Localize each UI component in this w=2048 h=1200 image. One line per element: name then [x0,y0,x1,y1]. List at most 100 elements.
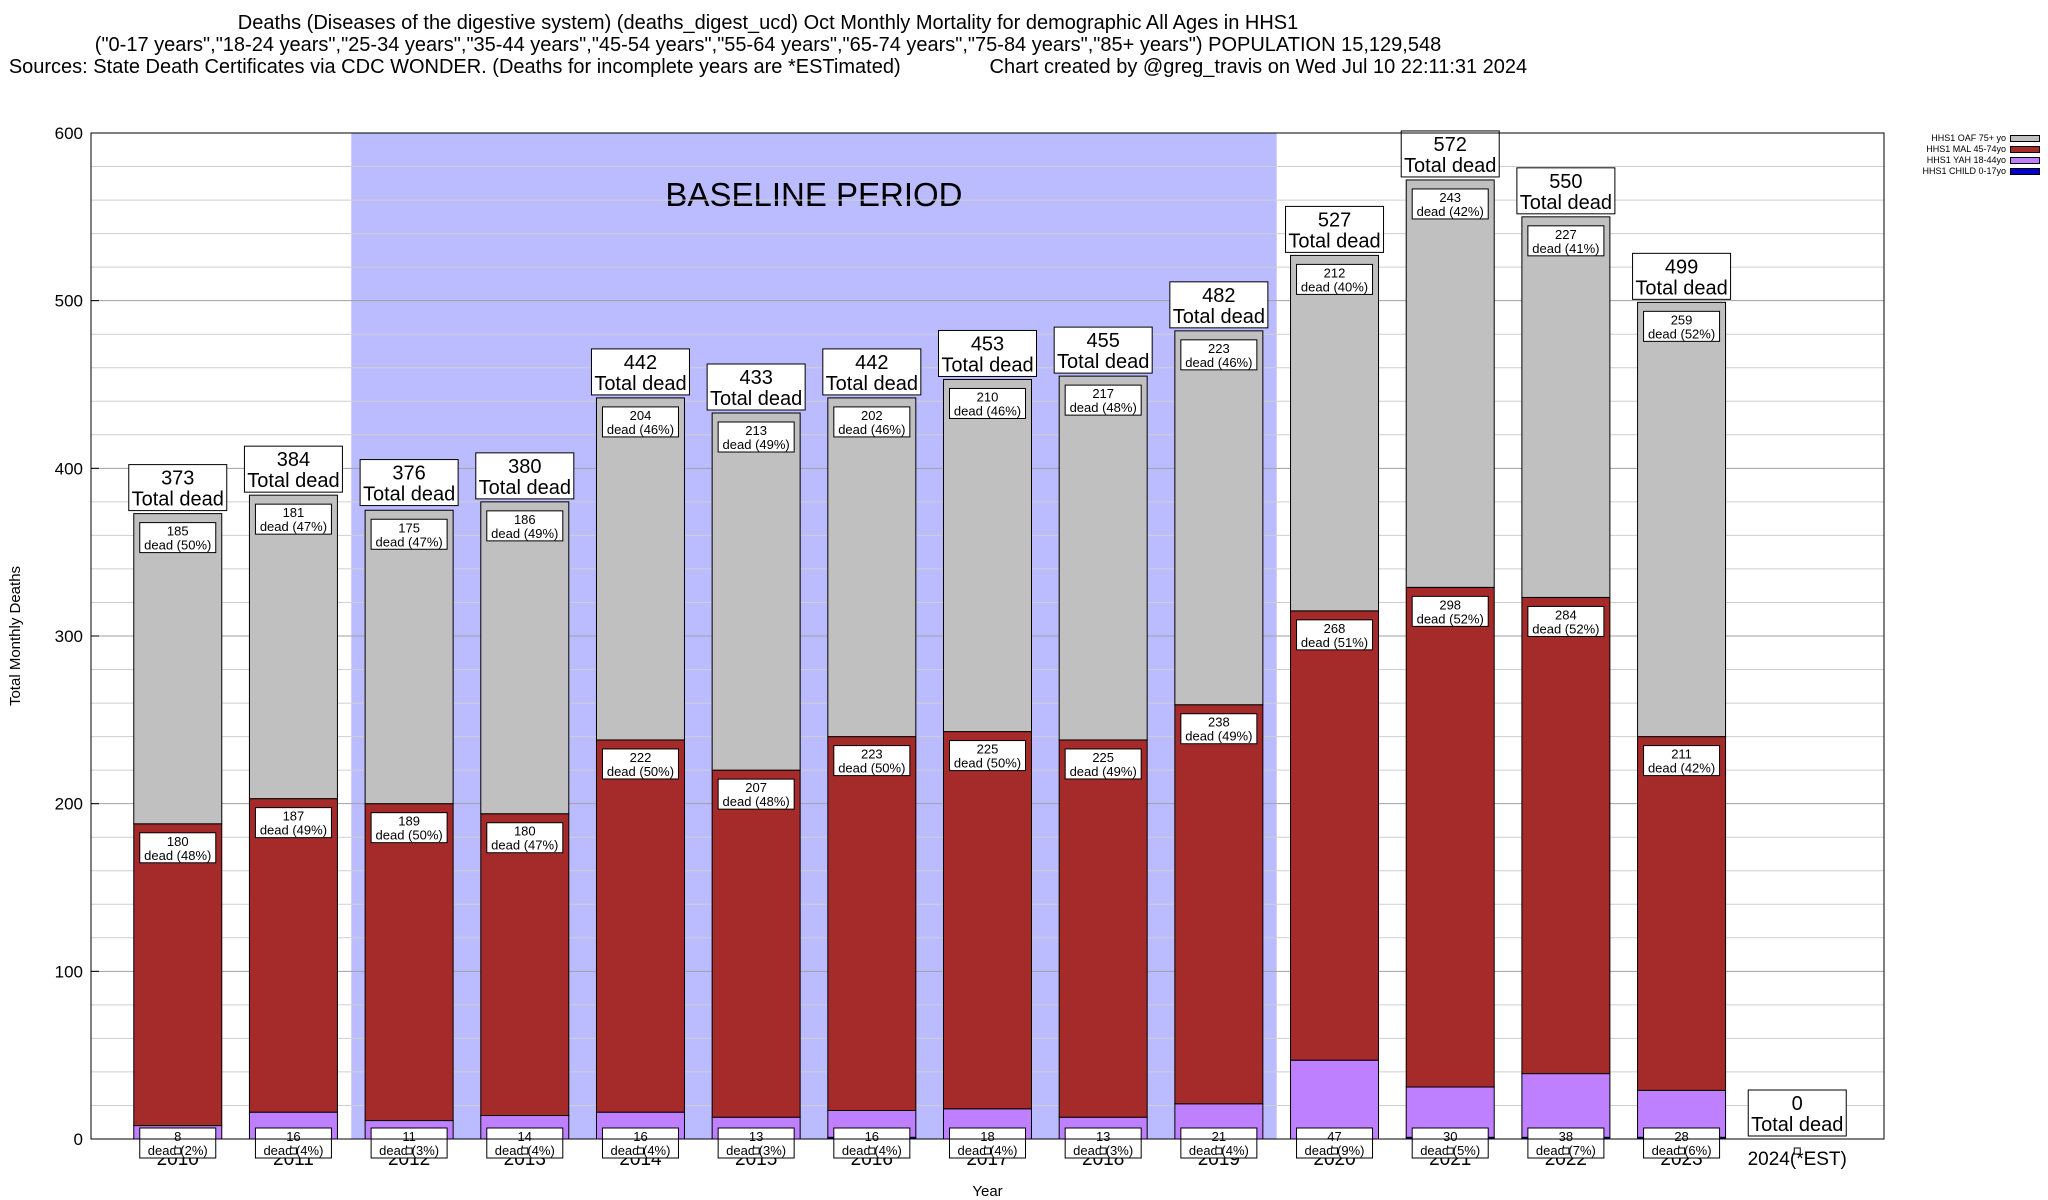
bar-segment-oaf [248,494,338,800]
segment-label-mal-value: 225 [977,742,999,757]
total-box [128,464,228,512]
segment-label-oaf-box [1527,225,1605,257]
total-box [1400,130,1500,178]
x-axis-marker [521,1147,529,1155]
segment-label-mal-value: 180 [514,824,536,839]
segment-label-yah-value: 38 [1559,1129,1573,1144]
total-value: 499 [1665,256,1698,278]
total-value: 384 [277,449,310,471]
segment-label-mal-pct: dead (50%) [607,764,674,779]
segment-label-mal-pct: dead (42%) [1648,761,1715,776]
plot-border [90,132,1885,1140]
y-axis-title: Total Monthly Deaths [7,566,24,706]
x-axis-marker [174,1147,182,1155]
segment-label-oaf-value: 227 [1555,227,1577,242]
bar-segment-oaf [1405,179,1495,588]
bar-segment-mal [1058,739,1148,1118]
segment-label-mal-value: 187 [283,809,305,824]
x-axis-marker [752,1147,760,1155]
total-label: Total dead [594,373,686,395]
total-label: Total dead [132,489,224,511]
bar-segment-oaf [943,378,1032,733]
bar-segment-mal [364,803,454,1122]
x-axis-marker [1446,1147,1454,1155]
bar-segment-oaf [1290,254,1380,612]
segment-label-oaf-pct: dead (48%) [1070,400,1137,415]
total-value: 453 [971,333,1004,355]
total-box [590,348,690,396]
segment-label-mal-value: 268 [1324,621,1346,636]
segment-label-oaf-value: 259 [1671,312,1693,327]
segment-label-yah-value: 8 [174,1129,181,1144]
total-label: Total dead [1751,1114,1843,1136]
total-box [1053,326,1153,374]
segment-label-mal-value: 238 [1208,715,1230,730]
segment-label-mal-pct: dead (50%) [838,761,905,776]
segment-label-oaf-value: 212 [1324,265,1346,280]
segment-label-mal-pct: dead (52%) [1532,621,1599,636]
segment-label-oaf-pct: dead (50%) [144,538,211,553]
x-axis-marker [1215,1147,1223,1155]
total-value: 550 [1549,171,1582,193]
segment-label-oaf-value: 223 [1208,341,1230,356]
legend-swatch-oaf [2010,135,2040,142]
segment-label-oaf-box [1411,188,1489,220]
x-axis-marker [289,1147,297,1155]
segment-label-oaf-value: 185 [167,524,189,539]
y-tick-label: 600 [55,124,83,143]
y-tick-label: 400 [55,459,83,478]
segment-label-yah-value: 21 [1212,1129,1226,1144]
segment-label-yah-value: 18 [980,1129,994,1144]
segment-label-mal-value: 189 [398,814,420,829]
x-axis-marker [868,1147,876,1155]
title-line-2: ("0-17 years","18-24 years","25-34 years… [94,34,1442,56]
total-label: Total dead [941,354,1033,376]
segment-label-oaf-box [601,406,679,438]
segment-label-mal-value: 180 [167,834,189,849]
segment-label-yah-value: 30 [1443,1129,1457,1144]
x-axis-marker [1793,1147,1801,1155]
segment-label-oaf-value: 186 [514,512,536,527]
bar-segment-oaf [480,501,570,815]
segment-label-mal-value: 211 [1671,747,1692,762]
segment-label-mal-pct: dead (49%) [260,823,327,838]
bar-segment-mal [1521,596,1611,1075]
segment-label-mal-box [1411,595,1489,627]
x-axis-marker [1099,1147,1107,1155]
bar-segment-mal [595,739,685,1113]
total-box [706,363,806,411]
total-box [938,329,1037,377]
segment-label-oaf-pct: dead (49%) [491,526,558,541]
legend-label-mal: HHS1 MAL 45-74yo [1926,144,2006,154]
bar-segment-oaf [711,412,801,771]
segment-label-oaf-box [1643,310,1721,342]
total-box [475,452,575,500]
total-value: 572 [1434,134,1467,156]
total-box [1747,1089,1847,1137]
segment-label-oaf-value: 213 [745,423,767,438]
segment-label-oaf-pct: dead (40%) [1301,279,1368,294]
segment-label-mal-box [1643,745,1721,777]
segment-label-oaf-pct: dead (47%) [260,519,327,534]
segment-label-oaf-value: 202 [861,408,883,423]
segment-label-mal-pct: dead (47%) [491,838,558,853]
total-box [1285,205,1385,253]
segment-label-mal-box [717,778,795,810]
bar-segment-oaf [1521,216,1611,598]
bar-segment-oaf [133,513,223,825]
bar-segment-oaf [364,509,454,805]
segment-label-yah-value: 11 [402,1129,416,1144]
segment-label-mal-box [833,745,911,777]
total-label: Total dead [1288,230,1380,252]
segment-label-mal-box [949,740,1026,772]
x-axis-marker [1331,1147,1339,1155]
x-axis-title: Year [972,1183,1002,1200]
legend-swatch-yah [2010,157,2040,164]
segment-label-mal-pct: dead (49%) [1185,729,1252,744]
total-box [1632,252,1732,300]
segment-label-oaf-pct: dead (47%) [376,534,443,549]
segment-label-mal-value: 222 [630,750,652,765]
segment-label-mal-pct: dead (49%) [1070,764,1137,779]
segment-label-mal-pct: dead (48%) [144,848,211,863]
segment-label-oaf-box [254,503,332,535]
